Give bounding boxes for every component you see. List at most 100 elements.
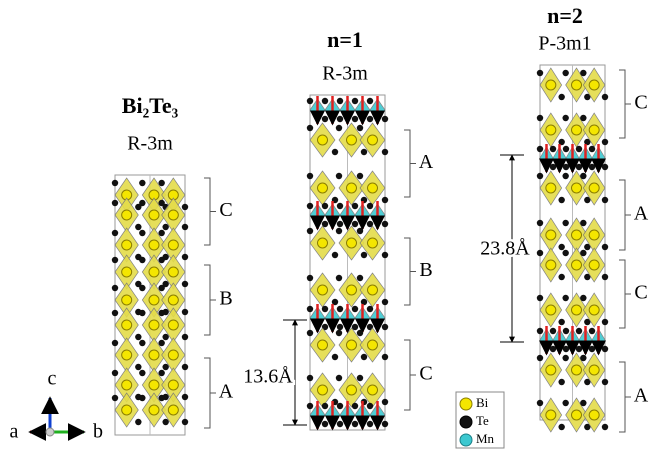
te-atom <box>112 340 118 346</box>
te-atom <box>382 252 388 258</box>
te-atom <box>580 173 586 179</box>
te-atom <box>332 252 338 258</box>
te-atom <box>558 94 564 100</box>
te-atom <box>589 146 595 152</box>
te-atom <box>158 310 164 316</box>
bi-atom <box>149 320 159 330</box>
te-atom <box>307 275 313 281</box>
te-atom <box>336 375 342 381</box>
bi-atom <box>168 295 178 305</box>
te-atom <box>382 116 388 122</box>
block-bracket <box>619 180 631 250</box>
block-bracket <box>619 362 631 432</box>
te-atom <box>322 421 328 427</box>
te-atom <box>550 346 556 352</box>
te-atom <box>537 295 543 301</box>
bi-atom <box>368 385 378 395</box>
space-group: R-3m <box>127 133 173 155</box>
te-atom <box>602 346 608 352</box>
te-atom <box>307 173 313 179</box>
te-atom <box>182 364 188 370</box>
te-atom <box>602 94 608 100</box>
te-atom <box>135 419 141 425</box>
te-atom <box>367 403 373 409</box>
te-atom <box>112 257 118 263</box>
te-atom <box>182 309 188 315</box>
te-atom <box>558 274 564 280</box>
bi-atom <box>168 405 178 415</box>
bi-atom <box>122 267 132 277</box>
te-atom <box>336 125 342 131</box>
bi-atom <box>368 285 378 295</box>
te-atom <box>382 324 388 330</box>
te-atom <box>367 98 373 104</box>
te-atom <box>357 330 363 336</box>
te-atom <box>537 70 543 76</box>
te-atom <box>139 370 145 376</box>
block-label: B <box>219 288 232 310</box>
te-atom <box>139 180 145 186</box>
block-bracket <box>204 358 216 428</box>
te-atom <box>158 285 164 291</box>
te-atom <box>562 355 568 361</box>
te-atom <box>135 364 141 370</box>
bi-atom <box>318 385 328 395</box>
bi-atom <box>122 240 132 250</box>
te-atom <box>158 395 164 401</box>
panel-title: n=1 <box>327 27 363 52</box>
bi-atom <box>546 183 556 193</box>
bi-atom <box>122 210 132 220</box>
bi-atom <box>589 305 599 315</box>
bi-atom <box>168 210 178 220</box>
block-bracket <box>404 238 416 305</box>
te-atom <box>158 340 164 346</box>
te-atom <box>158 230 164 236</box>
te-atom <box>602 379 608 385</box>
te-atom <box>580 250 586 256</box>
te-atom <box>162 334 168 340</box>
bi-atom <box>546 230 556 240</box>
bi-atom <box>347 238 357 248</box>
te-atom <box>602 139 608 145</box>
te-atom <box>135 224 141 230</box>
te-atom <box>537 400 543 406</box>
te-atom <box>332 354 338 360</box>
bi-atom <box>168 380 178 390</box>
bi-atom <box>572 80 582 90</box>
te-atom <box>562 250 568 256</box>
te-atom <box>182 419 188 425</box>
block-label: A <box>419 151 434 173</box>
bi-atom <box>149 240 159 250</box>
bi-atom <box>149 405 159 415</box>
te-atom <box>357 275 363 281</box>
te-atom <box>580 400 586 406</box>
te-atom <box>139 285 145 291</box>
te-atom <box>182 394 188 400</box>
te-atom <box>382 299 388 305</box>
te-atom <box>139 310 145 316</box>
te-atom <box>537 220 543 226</box>
te-atom <box>322 306 328 312</box>
legend-swatch <box>460 434 472 446</box>
block-bracket <box>404 130 416 197</box>
bi-atom <box>546 125 556 135</box>
block-label: C <box>634 92 647 114</box>
te-atom <box>307 375 313 381</box>
te-atom <box>112 310 118 316</box>
te-atom <box>562 115 568 121</box>
te-atom <box>562 173 568 179</box>
block-bracket <box>619 70 631 138</box>
te-atom <box>307 403 313 409</box>
te-atom <box>112 370 118 376</box>
te-atom <box>352 403 358 409</box>
legend-label: Te <box>476 413 489 428</box>
block-label: A <box>634 385 649 407</box>
te-atom <box>589 328 595 334</box>
te-atom <box>337 421 343 427</box>
space-group: P-3m1 <box>538 33 591 55</box>
te-atom <box>580 295 586 301</box>
block-label: B <box>419 259 432 281</box>
te-atom <box>367 306 373 312</box>
block-label: C <box>219 199 232 221</box>
te-atom <box>162 419 168 425</box>
